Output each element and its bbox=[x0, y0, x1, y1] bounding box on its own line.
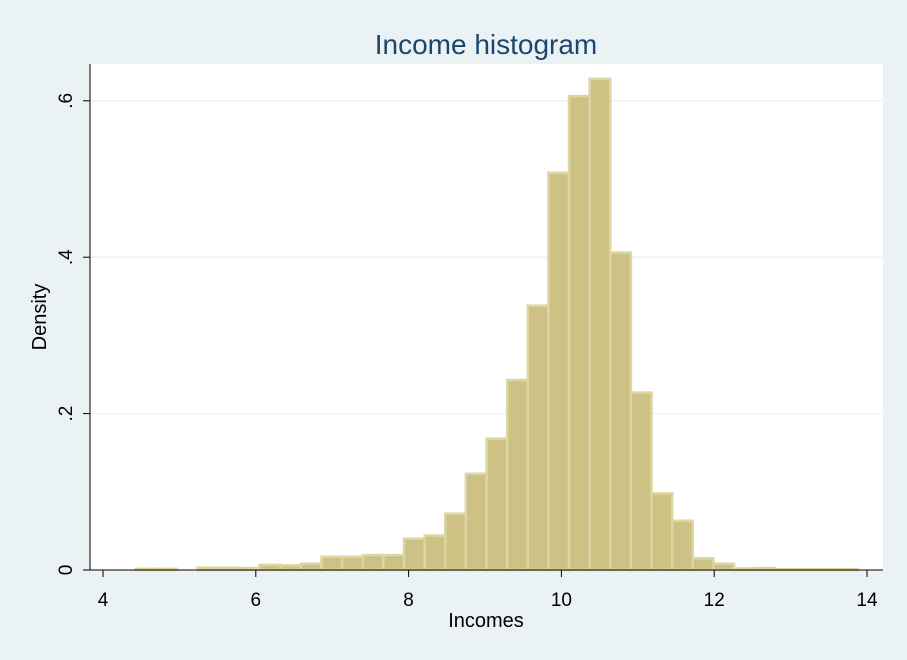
x-tick-label: 10 bbox=[551, 590, 572, 611]
chart-title: Income histogram bbox=[375, 29, 598, 60]
y-axis-ticks: 0 .2 .4 .6 bbox=[56, 93, 90, 575]
y-tick-label: .2 bbox=[56, 406, 77, 422]
histogram-bar bbox=[588, 77, 612, 572]
histogram-bars bbox=[134, 77, 860, 572]
histogram-bar bbox=[691, 557, 715, 572]
histogram-bar bbox=[382, 553, 406, 572]
x-tick-label: 8 bbox=[403, 590, 414, 611]
histogram-bar bbox=[547, 171, 571, 572]
x-axis-label: Incomes bbox=[448, 610, 524, 632]
histogram-bar bbox=[629, 391, 653, 572]
histogram-bar bbox=[650, 492, 674, 572]
histogram-bar bbox=[609, 251, 633, 572]
x-tick-label: 4 bbox=[98, 590, 109, 611]
x-axis-ticks: 4 6 8 10 12 14 bbox=[98, 570, 878, 611]
x-tick-label: 14 bbox=[856, 590, 878, 611]
histogram-bar bbox=[567, 94, 591, 572]
y-tick-label: .6 bbox=[56, 93, 77, 109]
histogram-bar bbox=[526, 304, 550, 572]
histogram-bar bbox=[444, 512, 468, 572]
histogram-bar bbox=[423, 534, 447, 572]
histogram-bar bbox=[320, 555, 344, 572]
y-tick-label: 0 bbox=[56, 565, 77, 576]
gridlines bbox=[91, 100, 883, 415]
histogram-bar bbox=[299, 562, 323, 572]
histogram-bar bbox=[712, 562, 736, 572]
x-tick-label: 12 bbox=[704, 590, 725, 611]
histogram-bar bbox=[464, 472, 488, 572]
histogram-bar bbox=[340, 555, 365, 572]
histogram-bar bbox=[361, 553, 385, 572]
x-tick-label: 6 bbox=[251, 590, 262, 611]
histogram-bar bbox=[278, 564, 303, 572]
histogram-bar bbox=[258, 563, 282, 572]
histogram-bar bbox=[505, 378, 530, 572]
histogram-bar bbox=[670, 519, 695, 572]
y-tick-label: .4 bbox=[56, 249, 77, 265]
histogram-bar bbox=[402, 537, 426, 572]
histogram-bar bbox=[485, 437, 509, 572]
y-axis-label: Density bbox=[29, 284, 51, 351]
